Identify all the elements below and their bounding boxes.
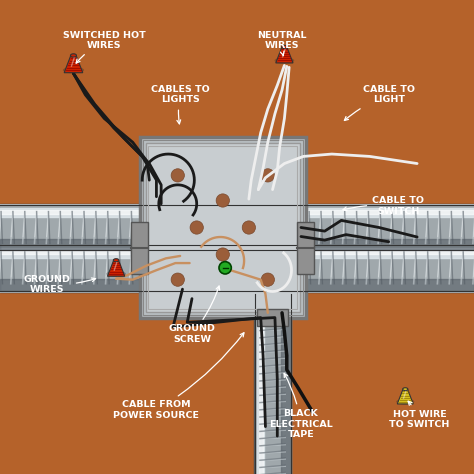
Ellipse shape	[113, 259, 119, 262]
Ellipse shape	[282, 46, 287, 48]
Circle shape	[216, 194, 229, 207]
Text: CABLE TO
SWITCH: CABLE TO SWITCH	[343, 197, 424, 216]
Text: SWITCHED HOT
WIRES: SWITCHED HOT WIRES	[63, 31, 146, 63]
Text: GROUND
SCREW: GROUND SCREW	[169, 286, 220, 344]
Polygon shape	[276, 47, 293, 63]
Circle shape	[261, 273, 274, 286]
Bar	[148, 146, 297, 309]
Text: CABLE FROM
POWER SOURCE: CABLE FROM POWER SOURCE	[113, 333, 244, 419]
Ellipse shape	[71, 54, 76, 57]
Polygon shape	[397, 389, 413, 404]
Polygon shape	[108, 260, 125, 276]
Text: NEUTRAL
WIRES: NEUTRAL WIRES	[257, 31, 307, 56]
Ellipse shape	[106, 271, 126, 277]
Circle shape	[190, 221, 203, 234]
Bar	[140, 137, 306, 318]
Ellipse shape	[63, 67, 84, 73]
Circle shape	[242, 221, 255, 234]
Circle shape	[171, 273, 184, 286]
Bar	[131, 222, 148, 274]
Bar	[257, 309, 288, 326]
Circle shape	[261, 169, 274, 182]
Bar	[143, 140, 303, 315]
Ellipse shape	[403, 388, 408, 391]
Text: BLACK
ELECTRICAL
TAPE: BLACK ELECTRICAL TAPE	[269, 374, 333, 439]
Ellipse shape	[274, 57, 294, 64]
Polygon shape	[64, 55, 83, 73]
Circle shape	[171, 169, 184, 182]
Text: CABLE TO
LIGHT: CABLE TO LIGHT	[345, 85, 415, 120]
Text: GROUND
WIRES: GROUND WIRES	[24, 275, 96, 294]
Bar	[146, 143, 300, 312]
Text: CABLES TO
LIGHTS: CABLES TO LIGHTS	[151, 85, 210, 124]
Circle shape	[219, 262, 231, 274]
Text: HOT WIRE
TO SWITCH: HOT WIRE TO SWITCH	[389, 401, 450, 429]
Circle shape	[216, 248, 229, 261]
Bar	[297, 222, 314, 274]
Ellipse shape	[396, 399, 414, 404]
